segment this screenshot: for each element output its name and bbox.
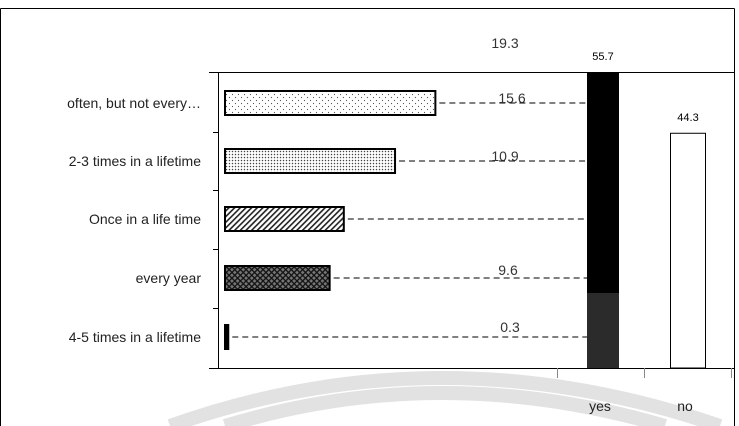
- category-label: 2-3 times in a lifetime: [69, 153, 201, 169]
- watermark-arcs: [167, 371, 723, 426]
- category-label: every year: [136, 270, 202, 286]
- data-label: 19.3: [491, 35, 518, 51]
- data-label: 9.6: [498, 262, 518, 278]
- data-label: 0.3: [500, 319, 520, 335]
- category-label: 4-5 times in a lifetime: [69, 329, 201, 345]
- data-label: 44.3: [677, 112, 698, 124]
- bar-5: [224, 324, 230, 350]
- category-label: Once in a life time: [89, 211, 201, 227]
- bar-4: [224, 265, 331, 291]
- right-x-axis: [557, 368, 732, 378]
- left-data-labels: 19.3 15.6 10.9 9.6 0.3: [491, 35, 525, 335]
- chart-frame: [0, 8, 735, 426]
- right-data-labels: 55.7 44.3: [592, 51, 698, 124]
- left-axis-ticks: [213, 72, 218, 369]
- connector-lines: [232, 102, 604, 338]
- right-category-labels: yes no: [589, 398, 693, 414]
- bar-yes-upper: [587, 72, 619, 293]
- bar-yes-lower: [587, 293, 619, 368]
- left-category-labels: often, but not every… 2-3 times in a life…: [67, 95, 201, 345]
- category-label: yes: [589, 398, 611, 414]
- data-label: 10.9: [491, 148, 518, 164]
- data-label: 15.6: [498, 90, 525, 106]
- left-bars: [224, 90, 437, 350]
- bar-2: [224, 148, 397, 174]
- category-label: often, but not every…: [67, 95, 201, 111]
- right-bars: [587, 72, 706, 369]
- bar-no: [670, 132, 706, 369]
- data-label: 55.7: [592, 51, 613, 63]
- left-axes: [209, 72, 734, 369]
- category-label: no: [677, 398, 693, 414]
- bar-1: [224, 90, 437, 116]
- bar-3: [224, 206, 345, 232]
